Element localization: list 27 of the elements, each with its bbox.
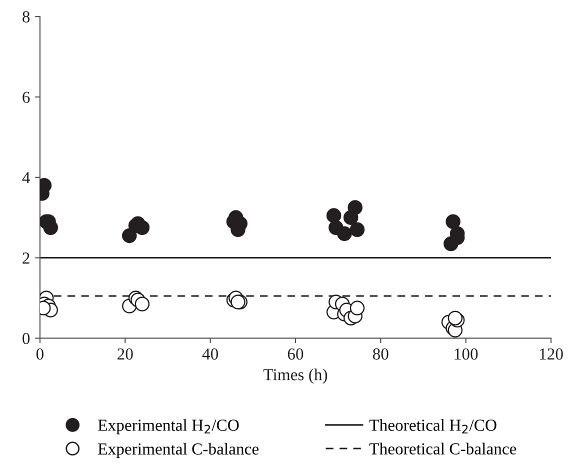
point	[350, 300, 365, 316]
x-tick-label: 100	[454, 348, 478, 360]
y-tick-label: 0	[22, 332, 30, 344]
x-tick-label: 120	[540, 348, 563, 360]
point	[446, 214, 460, 229]
y-tick-label: 6	[22, 92, 30, 103]
point	[134, 296, 150, 312]
x-tick-label: 40	[202, 348, 218, 360]
legend-label: Experimental H$_{2}$/CO	[98, 419, 239, 434]
point	[134, 220, 150, 236]
point	[350, 222, 365, 238]
legend-label: Theoretical H$_{2}$/CO	[369, 419, 496, 434]
y-tick-label: 8	[22, 11, 30, 22]
legend-label: Experimental C-balance	[98, 442, 259, 458]
legend-label: Theoretical C-balance	[369, 442, 516, 454]
point	[43, 220, 58, 236]
x-axis-title: Times (h)	[263, 368, 328, 384]
point	[326, 208, 342, 223]
point	[348, 200, 363, 215]
point	[122, 228, 137, 244]
y-tick-label: 4	[22, 172, 30, 184]
x-tick-label: 0	[36, 348, 44, 360]
x-tick-label: 60	[288, 348, 304, 360]
x-tick-label: 20	[118, 348, 133, 360]
point	[337, 226, 352, 242]
y-tick-label: 2	[22, 252, 30, 264]
x-tick-label: 80	[372, 348, 388, 360]
